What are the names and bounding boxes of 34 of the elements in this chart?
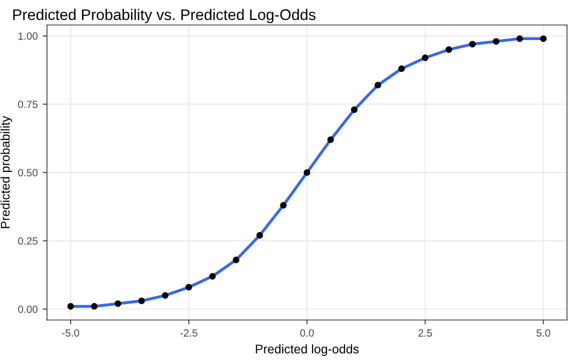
point — [162, 292, 168, 299]
point — [446, 46, 452, 53]
x-tick-label: -5.0 — [62, 329, 80, 337]
point — [186, 284, 192, 291]
y-axis-title: Predicted probability — [0, 116, 12, 228]
point — [398, 65, 405, 72]
x-tick-label: 0.0 — [300, 329, 314, 337]
x-tick-label: -2.5 — [180, 329, 198, 337]
point — [492, 38, 500, 45]
point — [540, 35, 547, 42]
point — [67, 303, 74, 310]
point — [209, 273, 216, 280]
point — [304, 169, 310, 176]
point — [374, 82, 382, 88]
point — [114, 300, 122, 307]
point — [469, 40, 476, 48]
x-tick-label: 2.5 — [418, 329, 432, 337]
point — [422, 54, 428, 62]
y-tick-label: 0.00 — [18, 306, 38, 313]
x-tick-label: 5.0 — [536, 329, 550, 337]
y-tick-label: 0.25 — [18, 237, 38, 245]
point — [516, 35, 524, 42]
point — [232, 256, 240, 264]
point — [327, 136, 334, 144]
point — [350, 106, 358, 113]
chart-title: Predicted Probability vs. Predicted Log-Odds — [13, 8, 316, 24]
point — [138, 298, 145, 304]
point — [90, 303, 98, 310]
y-tick-label: 1.00 — [18, 32, 38, 40]
point — [280, 202, 287, 209]
y-tick-label: 0.50 — [18, 169, 38, 176]
x-axis-title: Predicted log-odds — [256, 344, 359, 356]
y-tick-label: 0.75 — [18, 100, 38, 108]
point — [256, 232, 264, 239]
